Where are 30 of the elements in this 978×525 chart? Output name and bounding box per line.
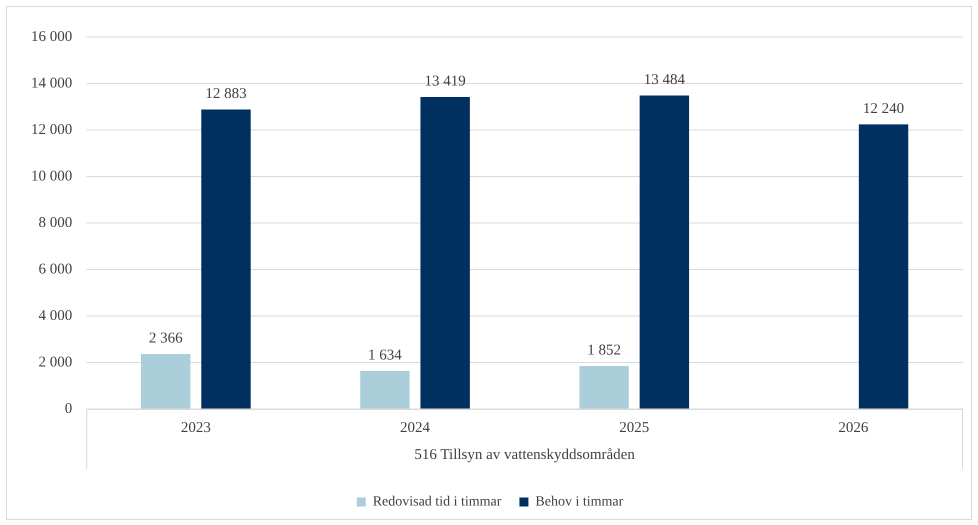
- bar: [420, 97, 470, 408]
- data-label: 13 484: [644, 72, 686, 88]
- y-tick-label: 6 000: [38, 261, 72, 278]
- y-tick-label: 4 000: [38, 308, 72, 324]
- y-tick-label: 8 000: [38, 214, 72, 231]
- bar: [360, 371, 410, 408]
- bar: [140, 354, 190, 408]
- x-tick-label: 2024: [400, 420, 431, 436]
- bar: [201, 109, 251, 408]
- data-label: 12 240: [862, 100, 904, 117]
- x-tick-label: 2025: [619, 420, 650, 436]
- bar: [858, 124, 908, 408]
- data-label: 2 366: [148, 330, 184, 346]
- data-label: 13 419: [424, 73, 466, 90]
- bar: [579, 366, 629, 408]
- data-label: 1 852: [587, 342, 621, 358]
- data-label: 1 634: [368, 347, 402, 364]
- y-tick-label: 14 000: [31, 75, 72, 92]
- x-axis-title: 516 Tillsyn av vattenskyddsområden: [414, 446, 636, 463]
- x-tick-label: 2026: [838, 420, 869, 436]
- data-label: 12 883: [205, 86, 247, 102]
- bar: [640, 95, 690, 408]
- y-tick-label: 12 000: [31, 122, 72, 138]
- x-tick-label: 2023: [180, 420, 211, 436]
- y-tick-label: 0: [64, 400, 72, 417]
- y-tick-label: 2 000: [38, 354, 72, 370]
- legend-label: Redovisad tid i timmar: [372, 494, 502, 510]
- y-tick-label: 10 000: [31, 168, 72, 184]
- y-tick-label: 16 000: [31, 28, 72, 45]
- legend-label: Behov i timmar: [535, 494, 624, 510]
